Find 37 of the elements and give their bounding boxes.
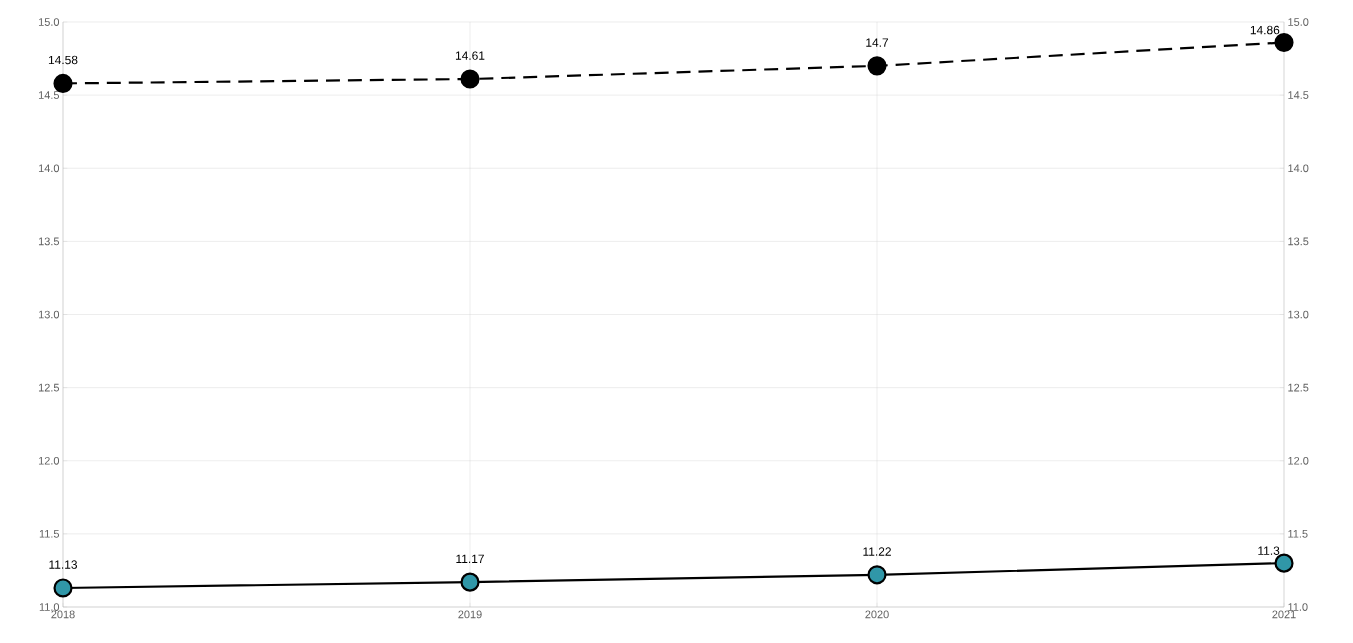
- y-tick-label: 13.0: [38, 310, 60, 319]
- data-label: 14.86: [1250, 25, 1280, 35]
- data-label: 11.17: [456, 554, 484, 563]
- data-label: 14.61: [455, 51, 485, 60]
- y-tick-label: 12.5: [38, 383, 60, 392]
- y2-tick-label: 11.0: [1288, 603, 1308, 611]
- y-tick-label: 14.0: [38, 164, 60, 173]
- point: [53, 73, 73, 93]
- y-tick-label: 11.0: [39, 603, 60, 611]
- data-label: 11.13: [49, 560, 77, 569]
- y2-tick-label: 14.5: [1288, 91, 1309, 99]
- point: [460, 69, 480, 89]
- data-label: 11.22: [863, 547, 891, 556]
- y-tick-label: 12.0: [38, 456, 60, 465]
- y2-tick-label: 11.5: [1288, 530, 1308, 538]
- y-tick-label: 14.5: [38, 91, 60, 99]
- point: [867, 56, 887, 76]
- y-tick-label: 15.0: [38, 18, 60, 26]
- point: [867, 565, 887, 585]
- y2-tick-label: 13.0: [1288, 310, 1309, 319]
- point: [53, 578, 73, 598]
- y2-tick-label: 14.0: [1288, 164, 1309, 173]
- y-tick-label: 13.5: [38, 237, 60, 246]
- point: [1274, 553, 1294, 573]
- x-tick-label: 2018: [51, 610, 75, 619]
- x-tick-label: 2021: [1272, 610, 1296, 619]
- data-label: 14.58: [48, 55, 78, 65]
- data-label: 11.3: [1258, 546, 1280, 555]
- y-tick-label: 11.5: [39, 530, 60, 538]
- data-label: 14.7: [866, 38, 889, 47]
- x-tick-label: 2020: [865, 610, 889, 619]
- point: [460, 572, 480, 592]
- y2-tick-label: 12.0: [1288, 456, 1309, 465]
- y2-tick-label: 12.5: [1288, 383, 1309, 392]
- y2-tick-label: 15.0: [1288, 18, 1309, 26]
- y2-tick-label: 13.5: [1288, 237, 1309, 246]
- x-tick-label: 2019: [458, 610, 482, 619]
